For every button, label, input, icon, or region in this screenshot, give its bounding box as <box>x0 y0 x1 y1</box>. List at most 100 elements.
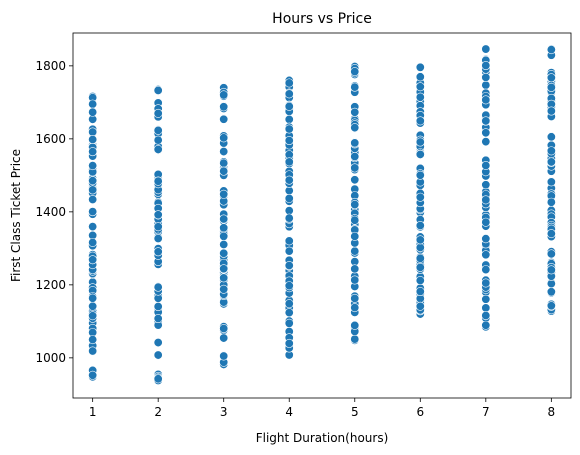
data-point-h2-66 <box>153 210 163 220</box>
data-point-h7-50 <box>481 128 491 138</box>
data-point-h5-37 <box>350 334 360 344</box>
data-point-h5-66 <box>350 163 360 173</box>
data-point-h2-51 <box>153 85 163 95</box>
data-point-h3-45 <box>219 133 229 143</box>
data-point-h8-55 <box>546 197 556 207</box>
data-point-h3-52 <box>219 284 229 294</box>
data-point-h5-57 <box>350 152 360 162</box>
data-point-h8-68 <box>546 106 556 116</box>
data-point-h6-70 <box>415 170 425 180</box>
data-point-h7-44 <box>481 265 491 275</box>
data-point-h2-56 <box>153 302 163 312</box>
data-point-h5-69 <box>350 123 360 133</box>
data-point-h3-55 <box>219 351 229 361</box>
data-point-h4-70 <box>284 193 294 203</box>
data-point-h6-60 <box>415 235 425 245</box>
y-tick-label-1000: 1000 <box>35 351 66 365</box>
data-point-h1-62 <box>88 301 98 311</box>
data-point-h6-41 <box>415 243 425 253</box>
data-point-h6-33 <box>415 137 425 147</box>
data-point-h3-63 <box>219 264 229 274</box>
data-point-h7-57 <box>481 250 491 260</box>
y-axis-label: First Class Ticket Price <box>9 149 23 282</box>
x-tick-label-4: 4 <box>285 405 293 419</box>
data-point-h6-69 <box>415 301 425 311</box>
data-point-h3-34 <box>219 333 229 343</box>
data-point-h5-31 <box>350 264 360 274</box>
data-point-h6-56 <box>415 82 425 92</box>
data-point-h8-65 <box>546 301 556 311</box>
data-point-h5-64 <box>350 82 360 92</box>
data-point-h1-65 <box>88 370 98 380</box>
data-point-h1-54 <box>88 176 98 186</box>
data-point-h6-53 <box>415 262 425 272</box>
data-point-h2-36 <box>153 350 163 360</box>
chart-title: Hours vs Price <box>272 11 372 27</box>
data-point-h7-49 <box>481 137 491 147</box>
data-point-h4-64 <box>284 299 294 309</box>
data-point-h3-69 <box>219 102 229 112</box>
data-point-h6-57 <box>415 116 425 126</box>
data-point-h8-71 <box>546 265 556 275</box>
data-point-h4-54 <box>284 308 294 318</box>
data-point-h7-71 <box>481 217 491 227</box>
data-point-h3-54 <box>219 147 229 157</box>
data-point-h5-65 <box>350 215 360 225</box>
data-point-h5-36 <box>350 246 360 256</box>
data-point-h7-70 <box>481 320 491 330</box>
data-point-h2-53 <box>153 125 163 135</box>
data-point-h6-1 <box>415 62 425 72</box>
data-point-h4-65 <box>284 338 294 348</box>
data-point-h7-53 <box>481 234 491 244</box>
data-point-h4-69 <box>284 175 294 185</box>
plot-area-frame <box>72 32 572 399</box>
data-point-h3-35 <box>219 114 229 124</box>
data-point-h1-40 <box>88 161 98 171</box>
x-tick-label-8: 8 <box>548 405 556 419</box>
data-point-h5-41 <box>350 175 360 185</box>
data-point-h1-43 <box>88 127 98 137</box>
data-point-h5-70 <box>350 231 360 241</box>
data-point-h8-58 <box>546 249 556 259</box>
x-tick-label-6: 6 <box>416 405 424 419</box>
data-point-h3-57 <box>219 223 229 233</box>
data-point-h1-68 <box>88 255 98 265</box>
data-point-h4-45 <box>284 114 294 124</box>
data-point-h7-55 <box>481 294 491 304</box>
data-point-h1-50 <box>88 207 98 217</box>
data-point-h5-58 <box>350 303 360 313</box>
y-tick-label-1400: 1400 <box>35 205 66 219</box>
data-point-h1-63 <box>88 335 98 345</box>
data-point-h4-11 <box>284 246 294 256</box>
data-point-h7-64 <box>481 195 491 205</box>
data-point-h7-38 <box>481 72 491 82</box>
data-point-h7-3 <box>481 80 491 90</box>
x-axis-label: Flight Duration(hours) <box>256 431 389 445</box>
data-point-h4-71 <box>284 318 294 328</box>
data-point-h6-55 <box>415 253 425 263</box>
data-point-h1-71 <box>88 237 98 247</box>
data-point-h3-48 <box>219 158 229 168</box>
data-point-h3-60 <box>219 166 229 176</box>
data-point-h2-69 <box>153 247 163 257</box>
data-point-h4-68 <box>284 213 294 223</box>
data-point-h8-57 <box>546 146 556 156</box>
data-point-h2-63 <box>153 108 163 118</box>
data-point-h3-49 <box>219 214 229 224</box>
data-point-h4-67 <box>284 136 294 146</box>
data-point-h4-51 <box>284 124 294 134</box>
data-point-h6-59 <box>415 72 425 82</box>
data-point-h3-58 <box>219 231 229 241</box>
data-point-h3-70 <box>219 189 229 199</box>
x-tick-label-5: 5 <box>351 405 359 419</box>
y-tick-label-1600: 1600 <box>35 132 66 146</box>
data-point-h7-66 <box>481 160 491 170</box>
data-point-h4-63 <box>284 101 294 111</box>
data-point-h1-64 <box>88 185 98 195</box>
x-axis-ticks: 1 2 3 4 5 6 7 8 <box>89 398 555 419</box>
data-point-h2-57 <box>153 222 163 232</box>
data-point-h7-67 <box>481 311 491 321</box>
data-point-h8-62 <box>546 132 556 142</box>
y-tick-label-1800: 1800 <box>35 59 66 73</box>
